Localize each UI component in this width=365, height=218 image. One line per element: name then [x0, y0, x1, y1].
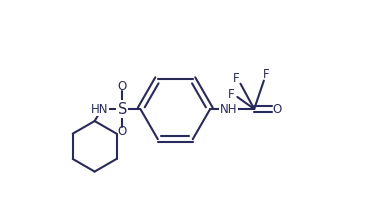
Text: F: F	[263, 68, 270, 81]
Text: NH: NH	[220, 102, 238, 116]
Text: O: O	[118, 80, 127, 93]
Text: O: O	[272, 102, 281, 116]
Text: F: F	[228, 88, 235, 101]
Text: HN: HN	[91, 102, 108, 116]
Text: S: S	[118, 102, 127, 116]
Text: O: O	[118, 125, 127, 138]
Text: F: F	[233, 72, 240, 85]
